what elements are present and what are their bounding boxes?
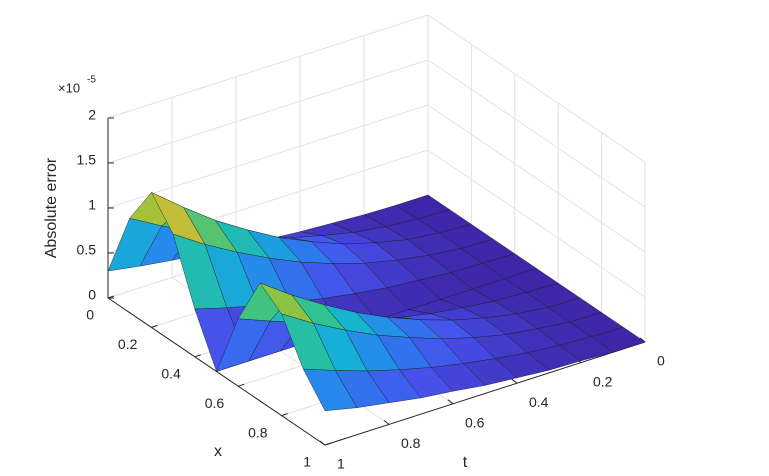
t-tick-label: 1 xyxy=(337,456,345,472)
t-tick xyxy=(319,440,326,446)
x-tick-label: 0.6 xyxy=(205,395,225,411)
grid-line xyxy=(427,104,646,253)
z-multiplier-exponent: -5 xyxy=(87,75,96,86)
x-tick xyxy=(107,295,115,299)
z-axis-label: Absolute error xyxy=(43,157,60,258)
x-tick-label: 0 xyxy=(86,307,94,323)
grid-line xyxy=(107,59,429,164)
x-tick xyxy=(324,442,332,446)
surface-facet xyxy=(302,368,358,412)
x-tick-label: 0.8 xyxy=(248,424,268,440)
t-tick-label: 0.2 xyxy=(593,373,613,389)
x-tick-label: 0.2 xyxy=(118,336,138,352)
z-tick-label: 1 xyxy=(88,197,96,213)
x-tick xyxy=(151,324,158,328)
t-tick xyxy=(447,399,454,405)
t-tick-label: 0.4 xyxy=(529,394,549,410)
z-tick-label: 2 xyxy=(88,107,96,123)
t-axis xyxy=(324,341,646,446)
x-tick xyxy=(281,413,288,417)
grid-line xyxy=(107,14,429,119)
x-tick xyxy=(238,383,245,387)
x-tick-label: 1 xyxy=(303,454,311,470)
grid-line xyxy=(427,149,646,298)
t-tick xyxy=(383,420,390,425)
x-tick-label: 0.4 xyxy=(161,366,181,382)
grid-line xyxy=(107,104,429,209)
x-tick xyxy=(194,354,201,358)
t-axis-label: t xyxy=(463,454,468,471)
t-tick-label: 0.8 xyxy=(401,435,421,451)
x-axis-label: x xyxy=(214,443,222,460)
z-tick-label: 1.5 xyxy=(77,152,97,168)
z-tick-label: 0 xyxy=(88,287,96,303)
grid-line xyxy=(427,59,646,208)
z-tick-label: 0.5 xyxy=(77,242,97,258)
grid-line xyxy=(427,14,646,163)
t-tick-label: 0.6 xyxy=(465,415,485,431)
t-tick xyxy=(511,378,518,384)
z-multiplier-base: ×10 xyxy=(58,80,80,95)
t-tick-label: 0 xyxy=(657,353,665,369)
